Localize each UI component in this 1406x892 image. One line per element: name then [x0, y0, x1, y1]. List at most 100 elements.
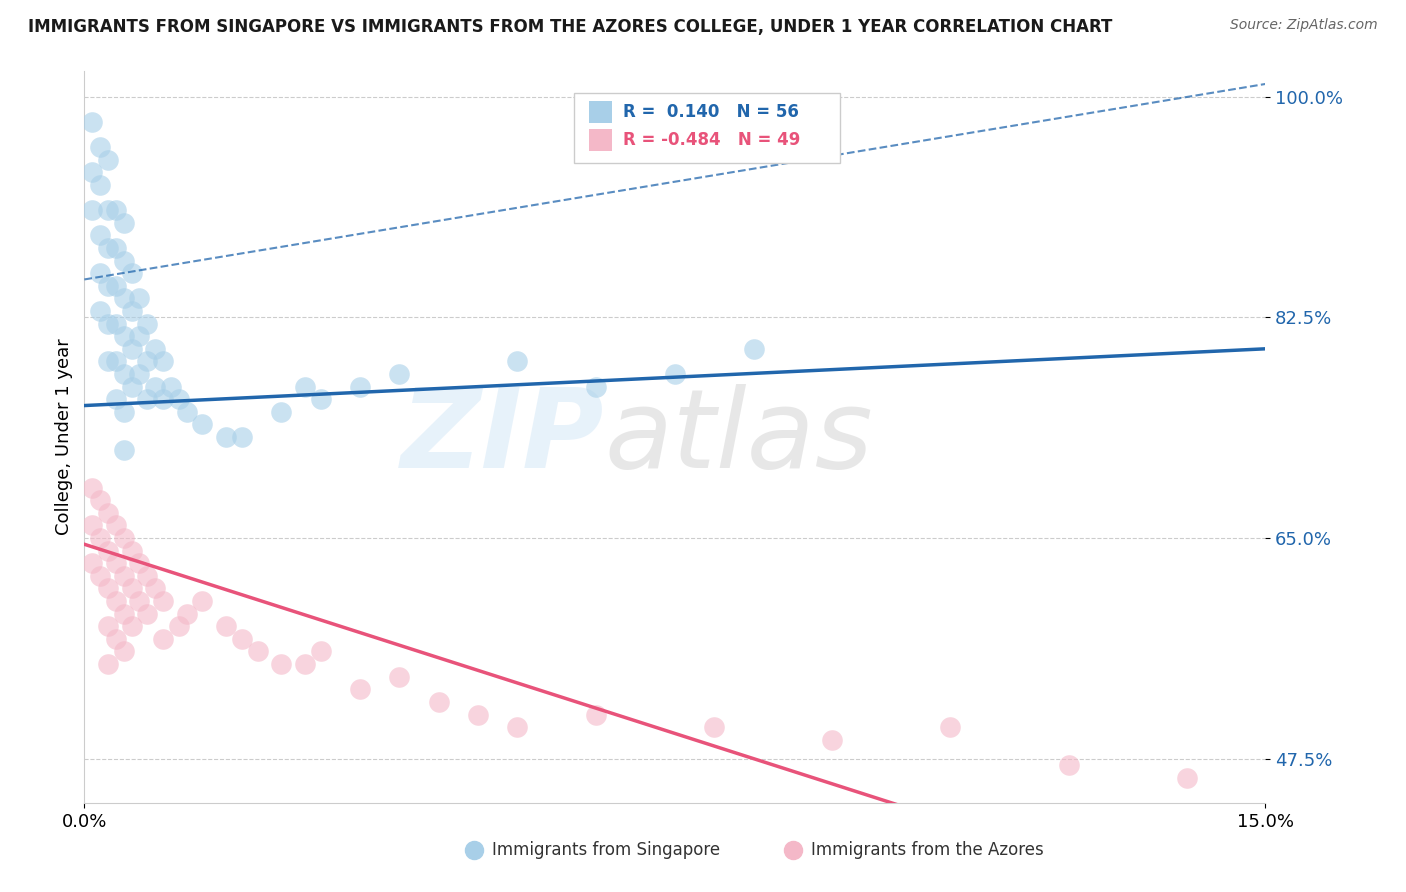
Point: [97, 278, 120, 293]
Point: [82, 115, 104, 129]
Point: [128, 556, 150, 570]
Point: [939, 720, 962, 734]
Point: [97, 619, 120, 633]
Text: atlas: atlas: [605, 384, 873, 491]
Text: Immigrants from the Azores: Immigrants from the Azores: [811, 841, 1043, 859]
Point: [270, 657, 292, 671]
Point: [143, 342, 166, 356]
Point: [97, 582, 120, 596]
Y-axis label: College, Under 1 year: College, Under 1 year: [55, 339, 73, 535]
Text: R = -0.484   N = 49: R = -0.484 N = 49: [623, 131, 800, 149]
Point: [121, 342, 143, 356]
Point: [112, 644, 135, 658]
Point: [427, 695, 450, 709]
Point: [97, 543, 120, 558]
Point: [121, 619, 143, 633]
Point: [270, 405, 292, 419]
Point: [136, 317, 159, 331]
Point: [128, 594, 150, 608]
Point: [104, 632, 127, 646]
Point: [215, 619, 238, 633]
Point: [104, 203, 127, 218]
Point: [121, 379, 143, 393]
Point: [167, 619, 190, 633]
Point: [215, 430, 238, 444]
Point: [191, 594, 214, 608]
Point: [191, 417, 214, 432]
Point: [821, 732, 844, 747]
FancyBboxPatch shape: [589, 129, 612, 151]
Point: [89, 178, 111, 192]
Point: [89, 140, 111, 154]
Point: [309, 392, 332, 407]
Point: [112, 367, 135, 381]
Point: [82, 481, 104, 495]
Point: [152, 392, 174, 407]
Point: [82, 203, 104, 218]
Point: [585, 707, 607, 722]
Point: [231, 430, 253, 444]
Point: [152, 354, 174, 368]
Text: IMMIGRANTS FROM SINGAPORE VS IMMIGRANTS FROM THE AZORES COLLEGE, UNDER 1 YEAR CO: IMMIGRANTS FROM SINGAPORE VS IMMIGRANTS …: [28, 18, 1112, 36]
Point: [121, 543, 143, 558]
Point: [136, 569, 159, 583]
Point: [104, 278, 127, 293]
Point: [104, 556, 127, 570]
Point: [112, 405, 135, 419]
Text: R =  0.140   N = 56: R = 0.140 N = 56: [623, 103, 799, 121]
Point: [104, 354, 127, 368]
Point: [112, 253, 135, 268]
Point: [112, 442, 135, 457]
Point: [309, 644, 332, 658]
Point: [82, 518, 104, 533]
Point: [97, 317, 120, 331]
Point: [1057, 758, 1080, 772]
Point: [97, 657, 120, 671]
Point: [104, 518, 127, 533]
Point: [112, 607, 135, 621]
Point: [89, 531, 111, 545]
Point: [506, 720, 529, 734]
Point: [128, 367, 150, 381]
Point: [97, 241, 120, 255]
Point: [104, 392, 127, 407]
FancyBboxPatch shape: [575, 94, 841, 163]
Point: [585, 379, 607, 393]
Point: [467, 707, 489, 722]
FancyBboxPatch shape: [589, 102, 612, 123]
Point: [97, 203, 120, 218]
Point: [664, 367, 686, 381]
Point: [506, 354, 529, 368]
Point: [97, 153, 120, 167]
Text: Immigrants from Singapore: Immigrants from Singapore: [492, 841, 720, 859]
Point: [167, 392, 190, 407]
Point: [143, 582, 166, 596]
Point: [97, 354, 120, 368]
Text: Source: ZipAtlas.com: Source: ZipAtlas.com: [1230, 18, 1378, 32]
Point: [89, 569, 111, 583]
Point: [97, 506, 120, 520]
Point: [176, 405, 198, 419]
Point: [112, 569, 135, 583]
Point: [143, 379, 166, 393]
Point: [349, 682, 371, 697]
Point: [128, 329, 150, 343]
Point: [82, 556, 104, 570]
Point: [152, 632, 174, 646]
Point: [703, 720, 725, 734]
Point: [82, 165, 104, 179]
Point: [89, 304, 111, 318]
Point: [89, 266, 111, 280]
Point: [176, 607, 198, 621]
Point: [1175, 771, 1198, 785]
Point: [136, 392, 159, 407]
Point: [128, 291, 150, 305]
Point: [152, 594, 174, 608]
Point: [89, 493, 111, 508]
Point: [121, 582, 143, 596]
Point: [231, 632, 253, 646]
Point: [160, 379, 183, 393]
Point: [112, 216, 135, 230]
Point: [742, 342, 765, 356]
Point: [388, 367, 411, 381]
